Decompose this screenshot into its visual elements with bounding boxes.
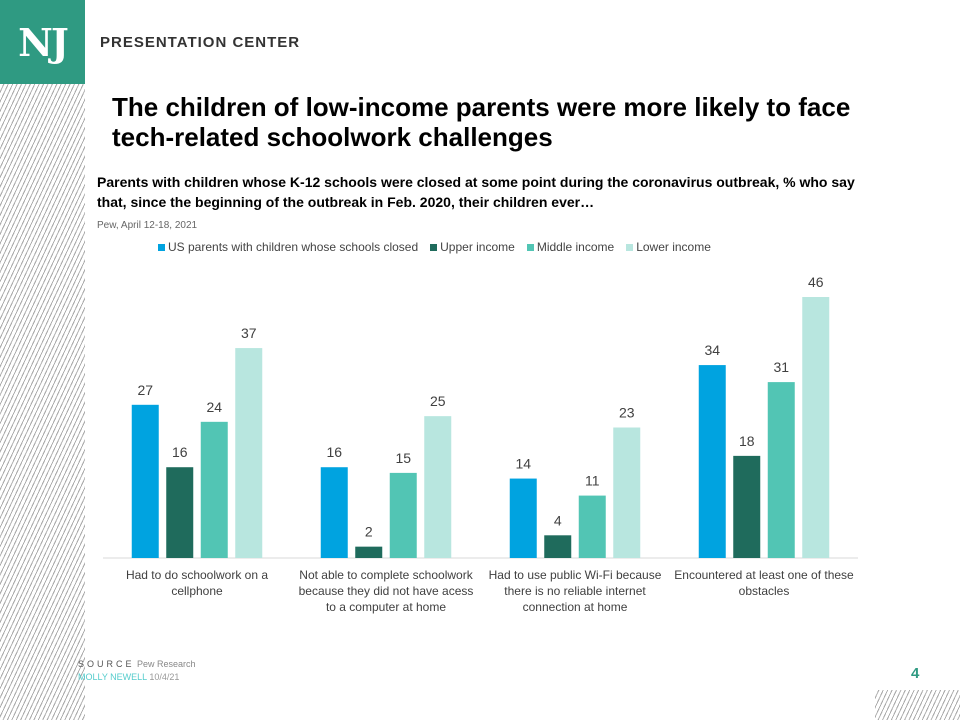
source-line: SOURCE Pew Research (78, 659, 196, 669)
bar (802, 297, 830, 558)
hatch-decoration-left (0, 84, 85, 720)
bar (320, 467, 348, 558)
legend-label: Lower income (636, 240, 711, 254)
legend-item: Upper income (430, 240, 515, 254)
nj-logo: NJ (0, 0, 85, 84)
bar (200, 421, 228, 558)
data-label: 31 (773, 359, 789, 375)
source-label: SOURCE (78, 659, 135, 669)
legend-swatch (430, 244, 438, 251)
legend: US parents with children whose schools c… (158, 240, 711, 254)
data-label: 27 (137, 382, 153, 398)
bar (166, 467, 194, 558)
bar (698, 365, 726, 558)
legend-item: Middle income (526, 240, 615, 254)
data-label: 4 (554, 512, 562, 528)
chart-note: Pew, April 12-18, 2021 (97, 220, 198, 231)
hatch-decoration-bottom-right (875, 690, 960, 720)
bar (131, 404, 159, 558)
legend-label: US parents with children whose schools c… (168, 240, 419, 254)
slide-title: The children of low-income parents were … (112, 92, 851, 152)
category-label: Had to do schoolwork on a cellphone (125, 568, 269, 598)
bar (509, 478, 537, 558)
page-number: 4 (911, 665, 920, 682)
category-label: Not able to complete schoolwork because … (298, 568, 474, 614)
bar (767, 382, 795, 558)
bar (578, 495, 606, 558)
data-label: 46 (808, 274, 824, 290)
data-label: 34 (704, 342, 720, 358)
section-label: PRESENTATION CENTER (100, 34, 301, 51)
legend-item: US parents with children whose schools c… (158, 240, 418, 254)
legend-swatch (526, 244, 534, 251)
bar (424, 416, 452, 558)
legend-label: Upper income (440, 240, 515, 254)
legend-swatch (158, 244, 165, 251)
category-label: Had to use public Wi-Fi because there is… (488, 568, 662, 614)
chart-subtitle: Parents with children whose K-12 schools… (97, 174, 855, 210)
data-label: 23 (619, 405, 635, 421)
bar (544, 535, 572, 558)
data-label: 2 (365, 524, 373, 540)
bar (733, 455, 761, 558)
data-label: 37 (241, 325, 257, 341)
data-label: 18 (739, 433, 755, 449)
bar (389, 472, 417, 558)
data-label: 16 (326, 444, 342, 460)
bar (235, 348, 263, 558)
bar (613, 427, 641, 558)
legend-swatch (626, 244, 634, 251)
author-line: MOLLY NEWELL 10/4/21 (78, 672, 179, 682)
category-label: Encountered at least one of these obstac… (674, 568, 854, 598)
date: 10/4/21 (149, 672, 180, 682)
data-label: 16 (172, 444, 188, 460)
data-label: 24 (206, 399, 222, 415)
source-value: Pew Research (137, 659, 196, 669)
legend-item: Lower income (626, 240, 711, 254)
author: MOLLY NEWELL (78, 672, 147, 682)
data-label: 11 (585, 473, 600, 489)
data-label: 25 (430, 393, 446, 409)
legend-label: Middle income (536, 240, 615, 254)
bar (355, 546, 383, 558)
data-label: 14 (515, 456, 531, 472)
data-label: 15 (395, 450, 411, 466)
